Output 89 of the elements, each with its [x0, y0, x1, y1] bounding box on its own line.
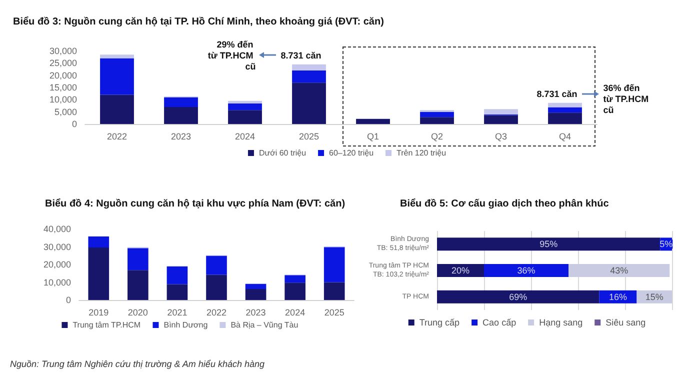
- y-tick-label: 40,000: [43, 224, 71, 234]
- x-tick-label: Q1: [366, 132, 380, 142]
- x-tick-label: 2025: [298, 132, 320, 142]
- bar: [166, 284, 188, 300]
- bar: [324, 247, 345, 282]
- y-tick-label: 0: [72, 119, 77, 129]
- bar: [548, 112, 582, 124]
- bar: [420, 112, 454, 118]
- legend-label: Bà Rịa – Vũng Tàu: [230, 320, 298, 330]
- annotation: 29% đến từ TP.HCM cũ: [208, 39, 256, 72]
- x-tick-label: 2025: [324, 308, 344, 318]
- data-label: 16%: [608, 292, 627, 302]
- bar: [206, 256, 227, 275]
- x-tick-label: 2020: [128, 308, 148, 318]
- legend-label: Trên 120 triệu: [396, 148, 446, 158]
- annotation: 8.731 căn: [536, 88, 578, 99]
- bar: [568, 264, 670, 277]
- annotation: 8.731 căn: [280, 50, 322, 60]
- bar: [292, 64, 326, 70]
- bar: [548, 102, 582, 108]
- y-tick-label: 25,000: [49, 58, 77, 68]
- bar: [324, 282, 345, 300]
- bar: [166, 266, 188, 284]
- legend-label: Siêu sang: [606, 318, 646, 328]
- chart-title: Biểu đồ 3: Nguồn cung căn hộ tại TP. Hồ Chí Minh, theo khoảng giá (ĐVT: căn): [13, 16, 384, 28]
- y-tick-label: 30,000: [49, 46, 77, 56]
- data-label: 43%: [610, 266, 628, 276]
- x-tick-label: 2021: [167, 308, 188, 318]
- y-tick-label: 10,000: [49, 94, 77, 105]
- bar: [356, 118, 390, 124]
- y-tick-label: 0: [66, 295, 71, 305]
- x-tick-label: 2023: [246, 308, 266, 318]
- bar: [228, 110, 262, 124]
- bar: [284, 282, 306, 300]
- legend-label: Hạng sang: [539, 318, 583, 328]
- y-tick-label: 20,000: [43, 260, 71, 270]
- bar: [437, 238, 660, 251]
- legend-label: 60–120 triệu: [329, 148, 374, 158]
- y-tick-label: 30,000: [43, 242, 71, 252]
- bar: [100, 58, 134, 95]
- x-tick-label: 2023: [170, 132, 192, 142]
- legend-label: Cao cấp: [482, 318, 516, 328]
- y-tick-label: 20,000: [49, 70, 77, 80]
- x-tick-label: 2022: [106, 132, 128, 142]
- text: Nguồn: Trung tâm Nghiên cứu thị trường & Am hiểu khách hàng: [10, 359, 264, 369]
- bar: [164, 97, 198, 107]
- data-label: 20%: [451, 266, 470, 276]
- bar: [245, 284, 266, 289]
- bar: [437, 290, 600, 304]
- x-tick-label: Q3: [494, 132, 508, 142]
- bar: [484, 109, 518, 115]
- data-label: 69%: [509, 292, 528, 302]
- text: 36% đến từ TP.HCM cũ: [603, 82, 652, 115]
- x-tick-label: Q2: [430, 132, 444, 142]
- bar: [245, 288, 266, 300]
- bar: [100, 54, 134, 58]
- x-tick-label: 2024: [234, 132, 256, 142]
- legend-label: Trung tâm TP.HCM: [72, 320, 141, 330]
- bar: [206, 274, 227, 300]
- data-label: 36%: [517, 266, 536, 276]
- bar: [484, 115, 518, 124]
- bar: [88, 247, 110, 300]
- bar: [292, 82, 326, 124]
- chart-title: Biểu đồ 5: Cơ cấu giao dịch theo phân khúc: [400, 198, 610, 210]
- bar: [228, 104, 262, 110]
- legend-label: Dưới 60 triệu: [258, 148, 306, 158]
- legend-label: Trung cấp: [419, 318, 460, 328]
- data-label: 95%: [540, 239, 558, 250]
- data-label: 5%: [660, 239, 673, 250]
- x-tick-label: 2022: [206, 308, 227, 318]
- bar: [164, 106, 198, 124]
- data-label: 15%: [645, 292, 664, 302]
- bar: [420, 117, 454, 124]
- y-tick-label: 10,000: [43, 277, 71, 288]
- bar: [100, 94, 134, 124]
- x-tick-label: 2024: [285, 308, 306, 318]
- bar: [128, 248, 148, 270]
- bar: [128, 270, 148, 300]
- bar: [548, 107, 582, 113]
- bar: [292, 70, 326, 83]
- legend-label: Bình Dương: [164, 320, 208, 330]
- chart-title: Biểu đồ 4: Nguồn cung căn hộ tại khu vực phía Nam (ĐVT: căn): [45, 198, 346, 210]
- bar: [88, 236, 110, 248]
- x-tick-label: 2019: [88, 308, 109, 318]
- bar: [228, 100, 262, 104]
- x-tick-label: Q4: [558, 132, 572, 142]
- bar: [284, 275, 306, 283]
- y-tick-label: 15,000: [49, 82, 77, 92]
- y-tick-label: 5,000: [54, 106, 77, 117]
